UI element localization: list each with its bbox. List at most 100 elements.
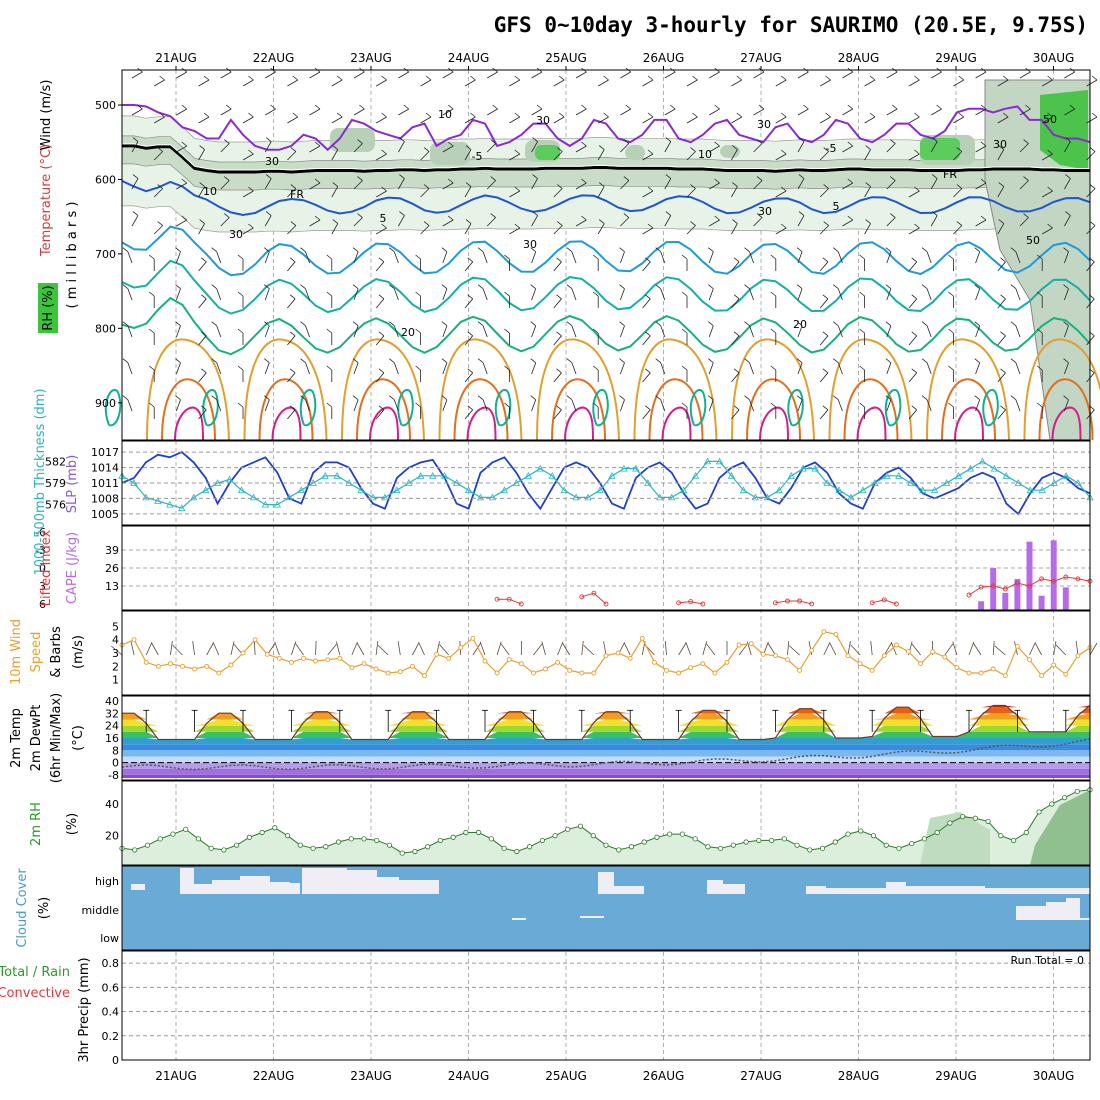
upper-wind-barb-flag: [378, 294, 385, 300]
upper-wind-barb: [442, 251, 448, 264]
upper-wind-barb: [908, 153, 920, 161]
upper-wind-barb: [264, 251, 270, 264]
upper-wind-barb: [442, 145, 454, 153]
warm-contour-35: [564, 406, 594, 441]
cape-tick-label: 26: [105, 562, 119, 575]
wind-tick-label: 4: [112, 634, 119, 647]
surface-wind-barb: [870, 641, 873, 656]
thickness-point: [847, 493, 855, 501]
upper-wind-barb-flag: [264, 358, 270, 364]
upper-wind-barb: [531, 141, 538, 153]
upper-wind-barb: [837, 251, 843, 264]
upper-wind-barb: [597, 223, 605, 235]
upper-wind-barb: [398, 71, 409, 79]
precip-total-label: Total / Rain: [0, 965, 70, 980]
rh-point: [883, 842, 889, 848]
upper-wind-barb: [442, 108, 454, 116]
upper-wind-barb: [1041, 190, 1053, 198]
temp-tick-label: 40: [105, 695, 119, 708]
upper-wind-barb: [464, 335, 474, 346]
upper-wind-barb-flag: [148, 328, 155, 334]
wind-label: Wind (m/s): [39, 80, 54, 151]
cloud-unit-label: (%): [37, 897, 52, 920]
wind-speed-point: [264, 651, 270, 657]
upper-wind-barb-flag: [504, 365, 510, 371]
temp-tick-label: 0: [112, 757, 119, 770]
upper-wind-barb: [331, 223, 339, 235]
upper-wind-barb: [660, 362, 666, 375]
upper-wind-barb-flag: [289, 294, 296, 300]
slp-label: SLP (mb): [65, 455, 80, 514]
warm-contour-25: [926, 338, 1010, 441]
upper-wind-barb: [1015, 362, 1021, 375]
upper-wind-barb: [464, 186, 472, 198]
upper-wind-barb-flag: [465, 182, 472, 187]
upper-wind-barb-flag: [665, 137, 672, 142]
run-total: Run Total = 0: [1011, 954, 1085, 967]
upper-wind-barb: [353, 288, 359, 301]
wind-speed-point: [664, 667, 669, 673]
temp-unit-label: (°C): [71, 725, 86, 751]
upper-wind-barb-flag: [798, 137, 805, 142]
cool-loop: [787, 388, 804, 427]
upper-wind-barb: [820, 79, 831, 87]
pressure-tick-label: 900: [95, 397, 116, 410]
upper-wind-barb: [571, 251, 577, 264]
upper-wind-barb: [842, 108, 853, 116]
thickness-point: [536, 464, 544, 472]
upper-wind-barb-flag: [558, 75, 565, 81]
rh-point: [921, 836, 928, 842]
upper-wind-barb-flag: [619, 284, 625, 290]
upper-wind-barb: [864, 223, 871, 235]
upper-wind-barb-flag: [201, 257, 207, 263]
upper-wind-barb: [393, 288, 399, 301]
upper-wind-barb: [886, 399, 892, 412]
thickness-point: [357, 486, 365, 494]
upper-wind-barb-flag: [389, 358, 395, 364]
date-label-bottom: 26AUG: [643, 1069, 685, 1083]
rh-point: [807, 847, 813, 853]
upper-wind-barb-flag: [225, 104, 232, 110]
upper-wind-barb-flag: [911, 331, 917, 337]
cloud-label: Cloud Cover: [15, 868, 30, 948]
label-rh30: 30: [757, 118, 771, 131]
upper-wind-barb-flag: [665, 174, 672, 179]
surface-wind-barb: [603, 641, 607, 656]
warm-contour-25: [1023, 338, 1100, 441]
upper-wind-barb-flag: [237, 328, 244, 334]
upper-wind-barb: [393, 325, 399, 338]
upper-wind-barb-flag: [467, 331, 473, 337]
upper-wind-barb: [198, 149, 205, 161]
upper-wind-barb-flag: [289, 405, 296, 411]
upper-wind-barb: [864, 79, 876, 87]
thickness-point: [488, 493, 497, 501]
high-cloud-bar: [347, 870, 377, 894]
upper-wind-barb: [975, 71, 987, 79]
rh-patch: [330, 128, 375, 152]
upper-wind-barb: [487, 71, 498, 79]
upper-wind-barb-flag: [796, 284, 803, 290]
upper-wind-barb-flag: [157, 184, 163, 189]
wind-speed-point: [918, 661, 924, 667]
upper-wind-barb-flag: [822, 331, 829, 337]
upper-wind-barb-flag: [681, 402, 688, 408]
upper-wind-barb-flag: [911, 257, 917, 263]
rh-point: [667, 831, 673, 837]
upper-wind-barb: [731, 409, 740, 420]
upper-wind-barb: [393, 362, 399, 375]
upper-wind-barb-flag: [581, 104, 587, 110]
upper-wind-barb: [660, 288, 666, 301]
rh-point: [144, 842, 151, 848]
upper-wind-barb: [1019, 143, 1029, 153]
upper-wind-barb-flag: [1089, 221, 1096, 226]
upper-wind-barb-flag: [714, 215, 720, 221]
rh-point: [794, 842, 800, 848]
cool-loop: [104, 388, 122, 427]
label-minus5: -5: [472, 150, 483, 163]
rh-point: [565, 826, 571, 832]
upper-wind-barb: [797, 325, 803, 338]
upper-wind-barb-flag: [796, 395, 803, 401]
upper-wind-barb: [686, 225, 696, 235]
upper-wind-barb-flag: [998, 145, 1005, 150]
mid-cloud-bar: [1046, 902, 1066, 920]
